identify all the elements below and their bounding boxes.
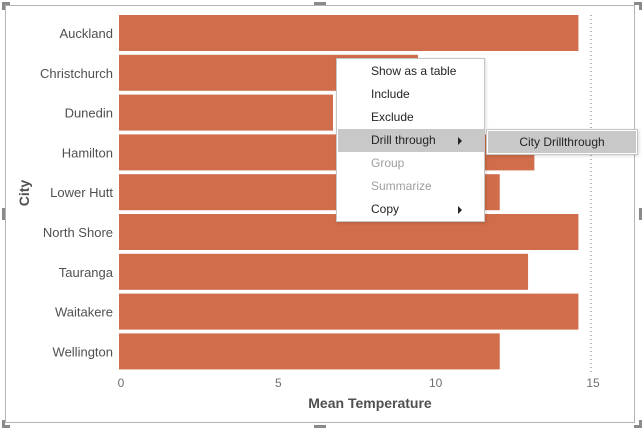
category-label-north-shore: North Shore — [43, 225, 113, 240]
bar-auckland[interactable] — [119, 15, 579, 51]
menu-item-label: Exclude — [371, 110, 414, 124]
resize-handle-bottom-left[interactable] — [2, 425, 10, 428]
resize-handle-bottom-right[interactable] — [634, 425, 642, 428]
resize-handle-top-left[interactable] — [2, 2, 10, 5]
bar-waitakere[interactable] — [119, 293, 579, 330]
submenu-item-label: City Drillthrough — [519, 135, 605, 149]
bar-wellington[interactable] — [119, 333, 500, 370]
menu-item-label: Summarize — [371, 179, 432, 193]
y-axis-title: City — [16, 180, 32, 207]
x-tick-label: 0 — [118, 376, 125, 390]
x-axis-title: Mean Temperature — [308, 395, 432, 411]
menu-item-exclude[interactable]: Exclude — [338, 106, 484, 129]
category-labels: Auckland Christchurch Dunedin Hamilton Lower… — [40, 26, 114, 359]
menu-item-copy[interactable]: Copy — [338, 198, 484, 221]
menu-item-include[interactable]: Include — [338, 83, 484, 106]
category-label-auckland: Auckland — [60, 26, 113, 41]
category-label-christchurch: Christchurch — [40, 66, 113, 81]
resize-handle-top[interactable] — [314, 2, 326, 5]
x-tick-label: 10 — [429, 376, 443, 390]
menu-item-label: Drill through — [371, 133, 436, 147]
submenu-arrow-icon — [458, 137, 462, 145]
category-label-waitakere: Waitakere — [55, 305, 113, 320]
bar-tauranga[interactable] — [119, 253, 529, 290]
x-tick-label: 5 — [275, 376, 282, 390]
bar-dunedin[interactable] — [119, 94, 333, 131]
resize-handle-left[interactable] — [2, 208, 5, 220]
menu-item-label: Show as a table — [371, 64, 457, 78]
menu-item-group: Group — [338, 152, 484, 175]
x-tick-label: 15 — [586, 376, 600, 390]
category-label-wellington: Wellington — [53, 344, 113, 359]
category-label-lower-hutt: Lower Hutt — [50, 185, 113, 200]
resize-handle-right[interactable] — [639, 208, 642, 220]
resize-handle-bottom-right-vertical[interactable] — [639, 420, 642, 428]
visual-frame — [5, 5, 635, 423]
menu-item-show-as-table[interactable]: Show as a table — [338, 60, 484, 83]
menu-item-summarize: Summarize — [338, 175, 484, 198]
x-tick-labels: 0 5 10 15 — [118, 376, 600, 390]
category-label-dunedin: Dunedin — [65, 106, 113, 121]
menu-item-label: Group — [371, 156, 405, 170]
resize-handle-top-right-vertical[interactable] — [639, 2, 642, 10]
resize-handle-top-right[interactable] — [634, 2, 642, 5]
resize-handle-top-left-vertical[interactable] — [2, 2, 5, 10]
category-label-hamilton: Hamilton — [62, 145, 113, 160]
resize-handle-bottom[interactable] — [314, 425, 326, 428]
submenu-item-city-drillthrough[interactable]: City Drillthrough — [488, 131, 636, 153]
menu-item-label: Include — [371, 87, 410, 101]
menu-item-label: Copy — [371, 202, 400, 216]
context-menu: Show as a table Include Exclude Drill th… — [336, 58, 485, 222]
resize-handle-bottom-left-vertical[interactable] — [2, 420, 5, 428]
submenu-arrow-icon — [458, 206, 462, 214]
menu-item-drill-through[interactable]: Drill through — [338, 129, 484, 152]
category-label-tauranga: Tauranga — [59, 265, 114, 280]
drill-through-submenu: City Drillthrough — [486, 129, 638, 155]
